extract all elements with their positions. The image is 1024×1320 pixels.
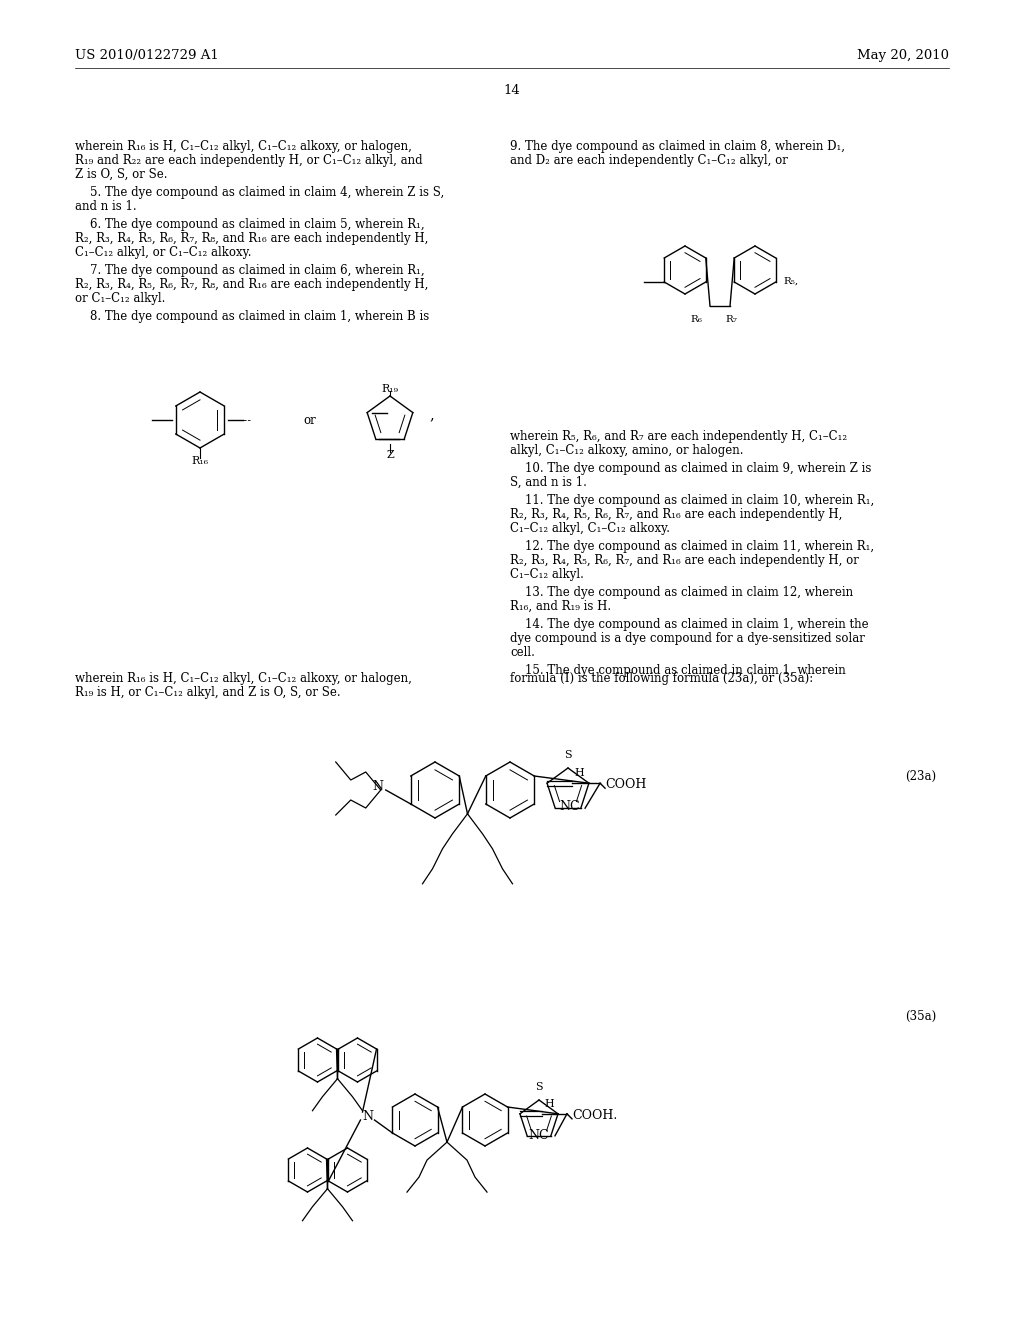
Text: H: H	[544, 1098, 554, 1109]
Text: dye compound is a dye compound for a dye-sensitized solar: dye compound is a dye compound for a dye…	[510, 632, 865, 645]
Text: R₁₆, and R₁₉ is H.: R₁₆, and R₁₉ is H.	[510, 601, 611, 612]
Text: R₁₉ and R₂₂ are each independently H, or C₁–C₁₂ alkyl, and: R₁₉ and R₂₂ are each independently H, or…	[75, 154, 423, 168]
Text: May 20, 2010: May 20, 2010	[857, 49, 949, 62]
Text: formula (I) is the following formula (23a), or (35a):: formula (I) is the following formula (23…	[510, 672, 813, 685]
Text: R₅,: R₅,	[783, 277, 799, 286]
Text: or: or	[304, 413, 316, 426]
Text: 14: 14	[504, 83, 520, 96]
Text: 13. The dye compound as claimed in claim 12, wherein: 13. The dye compound as claimed in claim…	[510, 586, 853, 599]
Text: (35a): (35a)	[905, 1010, 936, 1023]
Text: R₂, R₃, R₄, R₅, R₆, R₇, and R₁₆ are each independently H, or: R₂, R₃, R₄, R₅, R₆, R₇, and R₁₆ are each…	[510, 554, 859, 568]
Text: R₂, R₃, R₄, R₅, R₆, R₇, R₈, and R₁₆ are each independently H,: R₂, R₃, R₄, R₅, R₆, R₇, R₈, and R₁₆ are …	[75, 279, 428, 290]
Text: 7. The dye compound as claimed in claim 6, wherein R₁,: 7. The dye compound as claimed in claim …	[75, 264, 425, 277]
Text: and n is 1.: and n is 1.	[75, 201, 136, 213]
Text: Z: Z	[386, 450, 394, 459]
Text: 14. The dye compound as claimed in claim 1, wherein the: 14. The dye compound as claimed in claim…	[510, 618, 868, 631]
Text: 9. The dye compound as claimed in claim 8, wherein D₁,: 9. The dye compound as claimed in claim …	[510, 140, 845, 153]
Text: S: S	[536, 1082, 543, 1092]
Text: S, and n is 1.: S, and n is 1.	[510, 477, 587, 488]
Text: C₁–C₁₂ alkyl, C₁–C₁₂ alkoxy.: C₁–C₁₂ alkyl, C₁–C₁₂ alkoxy.	[510, 521, 670, 535]
Text: COOH.: COOH.	[572, 1109, 617, 1122]
Text: 12. The dye compound as claimed in claim 11, wherein R₁,: 12. The dye compound as claimed in claim…	[510, 540, 874, 553]
Text: 10. The dye compound as claimed in claim 9, wherein Z is: 10. The dye compound as claimed in claim…	[510, 462, 871, 475]
Text: and D₂ are each independently C₁–C₁₂ alkyl, or: and D₂ are each independently C₁–C₁₂ alk…	[510, 154, 787, 168]
Text: NC: NC	[559, 800, 580, 813]
Text: cell.: cell.	[510, 645, 535, 659]
Text: Z is O, S, or Se.: Z is O, S, or Se.	[75, 168, 168, 181]
Text: R₇: R₇	[725, 315, 737, 323]
Text: N: N	[373, 780, 383, 793]
Text: N: N	[361, 1110, 373, 1123]
Text: R₁₉ is H, or C₁–C₁₂ alkyl, and Z is O, S, or Se.: R₁₉ is H, or C₁–C₁₂ alkyl, and Z is O, S…	[75, 686, 341, 700]
Text: wherein R₁₆ is H, C₁–C₁₂ alkyl, C₁–C₁₂ alkoxy, or halogen,: wherein R₁₆ is H, C₁–C₁₂ alkyl, C₁–C₁₂ a…	[75, 140, 412, 153]
Text: R₆: R₆	[690, 315, 702, 323]
Text: COOH: COOH	[605, 779, 646, 791]
Text: US 2010/0122729 A1: US 2010/0122729 A1	[75, 49, 219, 62]
Text: R₂, R₃, R₄, R₅, R₆, R₇, and R₁₆ are each independently H,: R₂, R₃, R₄, R₅, R₆, R₇, and R₁₆ are each…	[510, 508, 843, 521]
Text: wherein R₁₆ is H, C₁–C₁₂ alkyl, C₁–C₁₂ alkoxy, or halogen,: wherein R₁₆ is H, C₁–C₁₂ alkyl, C₁–C₁₂ a…	[75, 672, 412, 685]
Text: or C₁–C₁₂ alkyl.: or C₁–C₁₂ alkyl.	[75, 292, 165, 305]
Text: C₁–C₁₂ alkyl, or C₁–C₁₂ alkoxy.: C₁–C₁₂ alkyl, or C₁–C₁₂ alkoxy.	[75, 246, 252, 259]
Text: alkyl, C₁–C₁₂ alkoxy, amino, or halogen.: alkyl, C₁–C₁₂ alkoxy, amino, or halogen.	[510, 444, 743, 457]
Text: 5. The dye compound as claimed in claim 4, wherein Z is S,: 5. The dye compound as claimed in claim …	[75, 186, 444, 199]
Text: 15. The dye compound as claimed in claim 1, wherein: 15. The dye compound as claimed in claim…	[510, 664, 846, 677]
Text: (23a): (23a)	[905, 770, 936, 783]
Text: C₁–C₁₂ alkyl.: C₁–C₁₂ alkyl.	[510, 568, 584, 581]
Text: R₂, R₃, R₄, R₅, R₆, R₇, R₈, and R₁₆ are each independently H,: R₂, R₃, R₄, R₅, R₆, R₇, R₈, and R₁₆ are …	[75, 232, 428, 246]
Text: R₁₉: R₁₉	[382, 384, 398, 393]
Text: R₁₆: R₁₆	[191, 455, 209, 466]
Text: S: S	[564, 750, 571, 760]
Text: 11. The dye compound as claimed in claim 10, wherein R₁,: 11. The dye compound as claimed in claim…	[510, 494, 874, 507]
Text: wherein R₅, R₆, and R₇ are each independently H, C₁–C₁₂: wherein R₅, R₆, and R₇ are each independ…	[510, 430, 847, 444]
Text: ,: ,	[429, 408, 434, 422]
Text: 6. The dye compound as claimed in claim 5, wherein R₁,: 6. The dye compound as claimed in claim …	[75, 218, 425, 231]
Text: NC: NC	[528, 1129, 549, 1142]
Text: H: H	[574, 768, 584, 779]
Text: 8. The dye compound as claimed in claim 1, wherein B is: 8. The dye compound as claimed in claim …	[75, 310, 429, 323]
